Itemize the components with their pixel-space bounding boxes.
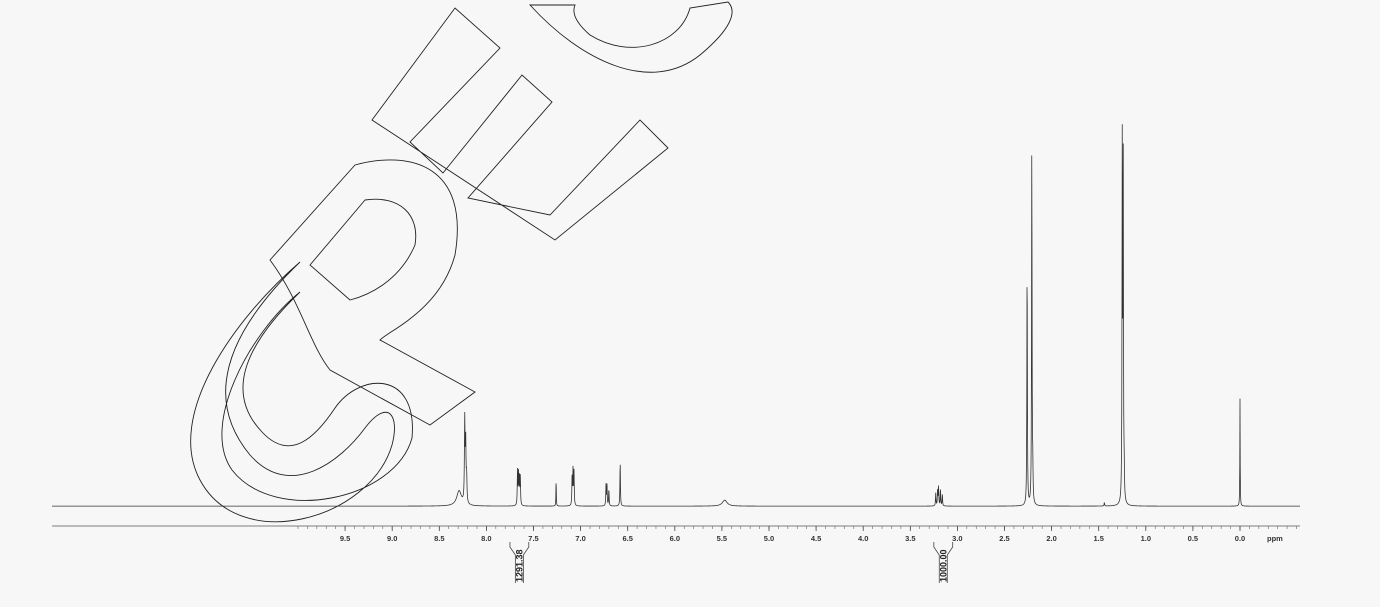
x-axis-ticks: 9.5 9.0 8.5 8.0 7.5 7.0 6.5 6.0 5.5 5.0 4.5 4.0 3.5 3… bbox=[297, 526, 1297, 543]
x-axis-tick-label: 2.0 bbox=[1046, 534, 1056, 543]
x-axis-tick-label: 3.5 bbox=[905, 534, 915, 543]
x-axis-tick-label: 8.5 bbox=[434, 534, 444, 543]
x-axis-tick-label: 7.0 bbox=[575, 534, 585, 543]
integral-bracket bbox=[933, 542, 954, 583]
x-axis-tick-label: 4.0 bbox=[858, 534, 868, 543]
watermark-letter-e bbox=[371, 7, 669, 241]
x-axis-tick-label: 5.5 bbox=[717, 534, 727, 543]
watermark-letter-s bbox=[190, 261, 413, 523]
x-axis-tick-label: 6.0 bbox=[670, 534, 680, 543]
x-axis-tick-label: 3.0 bbox=[952, 534, 962, 543]
integral-value-label: 1291.38 bbox=[514, 549, 524, 582]
spectrum-trace bbox=[52, 124, 1300, 507]
x-axis-tick-label: 9.0 bbox=[387, 534, 397, 543]
x-axis-tick-label: 0.0 bbox=[1235, 534, 1245, 543]
x-axis-tick-label: 1.0 bbox=[1141, 534, 1151, 543]
integral-value-label: 1000.00 bbox=[938, 549, 948, 582]
integral-bracket bbox=[509, 542, 530, 583]
x-axis-tick-label: 2.5 bbox=[999, 534, 1009, 543]
x-axis-tick-label: 7.5 bbox=[528, 534, 538, 543]
x-axis-tick-label: 0.5 bbox=[1188, 534, 1198, 543]
x-axis-tick-label: 9.5 bbox=[340, 534, 350, 543]
watermark-letter-c bbox=[528, 1, 733, 73]
integral-regions: 1291.38 1000.00 bbox=[509, 542, 954, 583]
watermark-letter-p bbox=[269, 159, 476, 426]
x-axis-tick-label: 4.5 bbox=[811, 534, 821, 543]
x-axis-tick-label: 8.0 bbox=[481, 534, 491, 543]
x-axis-tick-label: 5.0 bbox=[764, 534, 774, 543]
x-axis-tick-label: 6.5 bbox=[622, 534, 632, 543]
x-axis-tick-label: 1.5 bbox=[1093, 534, 1103, 543]
watermark bbox=[190, 1, 733, 523]
x-axis-unit-label: ppm bbox=[1267, 534, 1283, 543]
